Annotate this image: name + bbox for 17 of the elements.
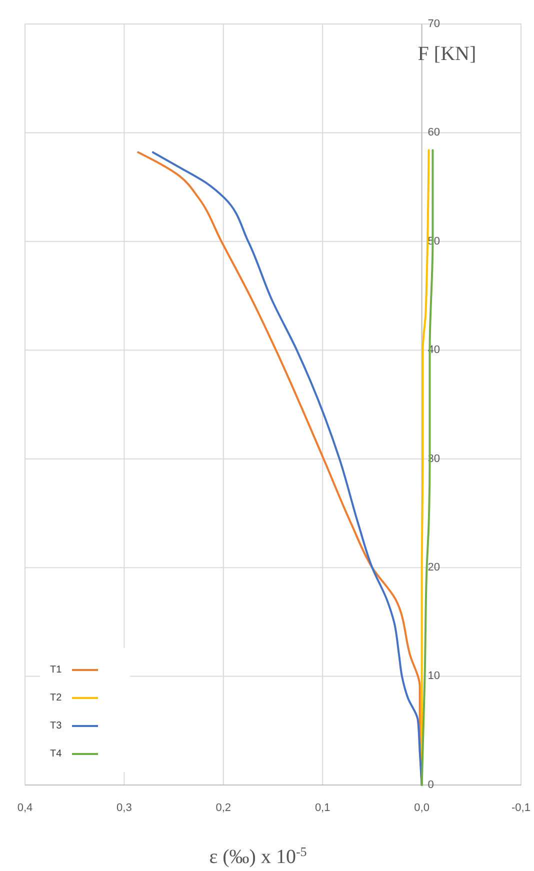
legend-label: T3	[50, 720, 62, 732]
x-axis-title: ε (‰) x 10$^{-5}$	[209, 844, 307, 868]
y-tick-label: 10	[428, 670, 440, 682]
x-tick-label: 0,1	[314, 802, 330, 814]
legend-label: T1	[50, 664, 62, 676]
y-tick-label: 0	[428, 778, 434, 791]
x-tick-label: 0,0	[414, 802, 430, 814]
x-tick-label: 0,4	[17, 802, 33, 814]
x-tick-label: 0,3	[116, 802, 132, 814]
legend-label: T2	[50, 692, 62, 704]
x-tick-label: 0,2	[216, 802, 232, 814]
legend-label: T4	[50, 748, 62, 760]
y-axis-title: F [KN]	[418, 43, 476, 65]
y-tick-label: 20	[428, 561, 440, 574]
x-tick-label: -0,1	[512, 802, 530, 814]
y-tick-label: 60	[428, 126, 440, 139]
y-tick-label: 70	[428, 18, 440, 30]
